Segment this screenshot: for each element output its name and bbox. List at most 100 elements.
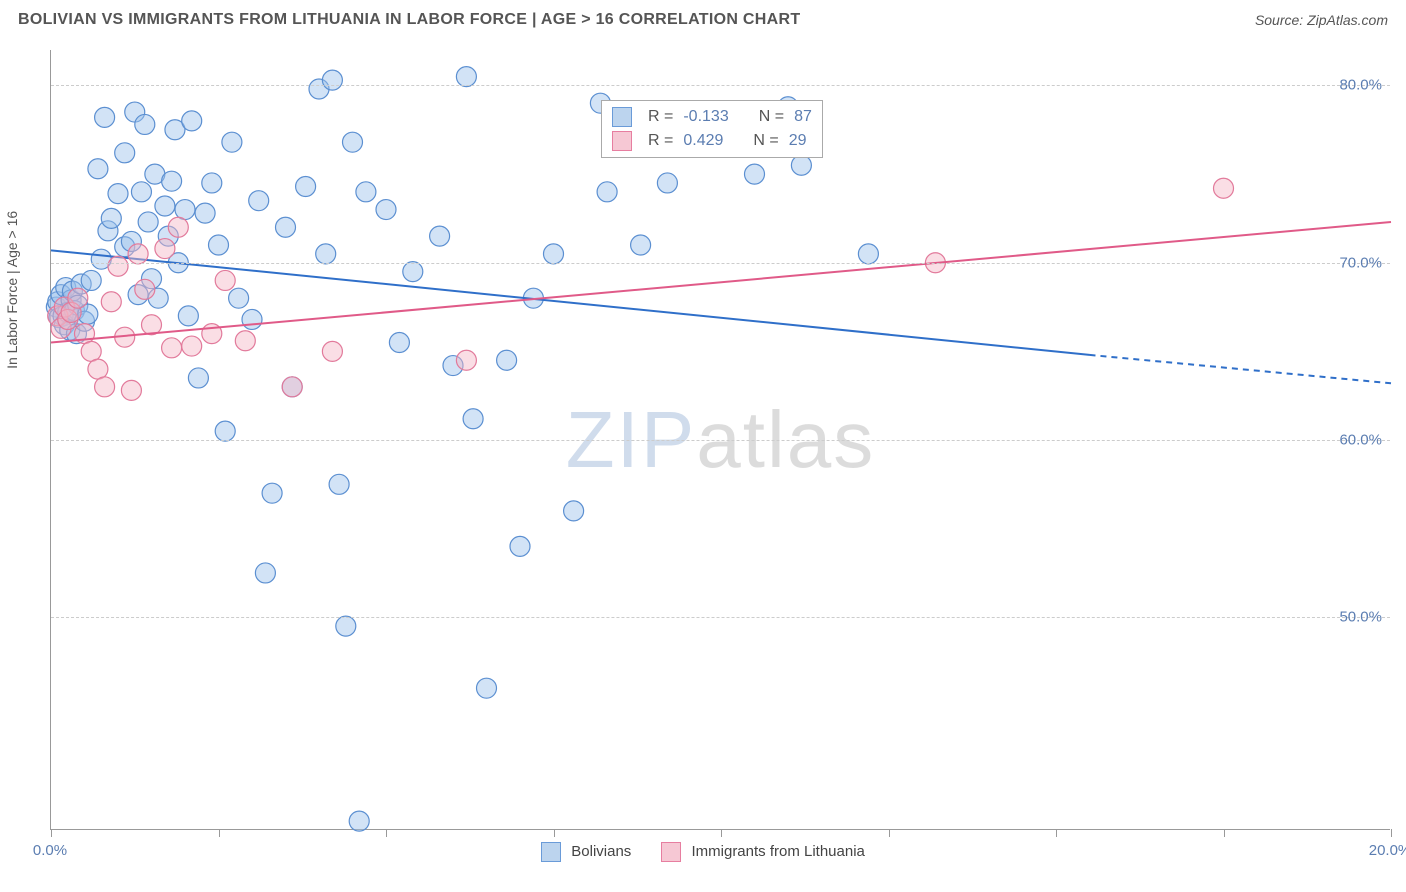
data-point (336, 616, 356, 636)
data-point (544, 244, 564, 264)
data-point (108, 184, 128, 204)
data-point (95, 107, 115, 127)
trend-line-dashed (1090, 355, 1392, 383)
corr-row-2: R = 0.429 N = 29 (612, 129, 812, 153)
data-point (430, 226, 450, 246)
source-label: Source: ZipAtlas.com (1255, 12, 1388, 28)
data-point (135, 114, 155, 134)
data-point (162, 171, 182, 191)
data-point (403, 262, 423, 282)
data-point (1214, 178, 1234, 198)
x-tick (219, 829, 220, 837)
plot-area: ZIPatlas R = -0.133 N = 87 R = 0.429 N =… (50, 50, 1390, 830)
data-point (162, 338, 182, 358)
data-point (121, 380, 141, 400)
n-label: N = (759, 108, 784, 126)
data-point (101, 292, 121, 312)
data-point (631, 235, 651, 255)
data-point (215, 270, 235, 290)
r-label: R = (648, 132, 673, 150)
x-tick (1056, 829, 1057, 837)
legend-label: Immigrants from Lithuania (691, 843, 864, 860)
x-tick (386, 829, 387, 837)
data-point (182, 111, 202, 131)
legend-swatch-lithuania (661, 842, 681, 862)
y-tick-label: 70.0% (1339, 254, 1382, 271)
data-point (316, 244, 336, 264)
data-point (108, 256, 128, 276)
bottom-legend: Bolivians Immigrants from Lithuania (0, 842, 1406, 862)
data-point (597, 182, 617, 202)
data-point (155, 196, 175, 216)
data-point (296, 177, 316, 197)
gridline-h (51, 263, 1390, 264)
gridline-h (51, 617, 1390, 618)
data-point (376, 200, 396, 220)
trend-line (51, 222, 1391, 343)
data-point (88, 359, 108, 379)
x-tick (889, 829, 890, 837)
chart-container: BOLIVIAN VS IMMIGRANTS FROM LITHUANIA IN… (0, 0, 1406, 892)
data-point (322, 341, 342, 361)
data-point (195, 203, 215, 223)
data-point (276, 217, 296, 237)
data-point (155, 239, 175, 259)
data-point (131, 182, 151, 202)
data-point (463, 409, 483, 429)
legend-label: Bolivians (571, 843, 631, 860)
x-tick-label: 20.0% (1369, 842, 1406, 859)
data-point (564, 501, 584, 521)
data-point (229, 288, 249, 308)
data-point (282, 377, 302, 397)
x-tick (51, 829, 52, 837)
x-tick (1391, 829, 1392, 837)
data-point (178, 306, 198, 326)
data-point (349, 811, 369, 831)
gridline-h (51, 440, 1390, 441)
y-axis-label: In Labor Force | Age > 16 (4, 211, 20, 369)
data-point (255, 563, 275, 583)
data-point (657, 173, 677, 193)
data-point (389, 333, 409, 353)
legend-item-lithuania: Immigrants from Lithuania (661, 842, 865, 862)
data-point (356, 182, 376, 202)
data-point (209, 235, 229, 255)
data-point (235, 331, 255, 351)
r-value: -0.133 (683, 108, 728, 126)
data-point (343, 132, 363, 152)
r-value: 0.429 (683, 132, 723, 150)
data-point (175, 200, 195, 220)
r-label: R = (648, 108, 673, 126)
title-bar: BOLIVIAN VS IMMIGRANTS FROM LITHUANIA IN… (0, 0, 1406, 40)
corr-swatch-2 (612, 131, 632, 151)
x-tick (1224, 829, 1225, 837)
data-point (858, 244, 878, 264)
n-value: 29 (789, 132, 807, 150)
data-point (135, 279, 155, 299)
data-point (477, 678, 497, 698)
gridline-h (51, 85, 1390, 86)
legend-item-bolivians: Bolivians (541, 842, 631, 862)
data-point (68, 288, 88, 308)
n-value: 87 (794, 108, 812, 126)
n-label: N = (753, 132, 778, 150)
data-point (202, 173, 222, 193)
data-point (138, 212, 158, 232)
y-tick-label: 60.0% (1339, 432, 1382, 449)
data-point (510, 536, 530, 556)
data-point (142, 315, 162, 335)
correlation-legend: R = -0.133 N = 87 R = 0.429 N = 29 (601, 100, 823, 158)
x-tick (554, 829, 555, 837)
data-point (215, 421, 235, 441)
data-point (222, 132, 242, 152)
data-point (262, 483, 282, 503)
data-point (168, 217, 188, 237)
data-point (497, 350, 517, 370)
data-point (188, 368, 208, 388)
corr-row-1: R = -0.133 N = 87 (612, 105, 812, 129)
data-point (791, 155, 811, 175)
data-point (88, 159, 108, 179)
x-tick-label: 0.0% (33, 842, 67, 859)
y-tick-label: 80.0% (1339, 77, 1382, 94)
legend-swatch-bolivians (541, 842, 561, 862)
